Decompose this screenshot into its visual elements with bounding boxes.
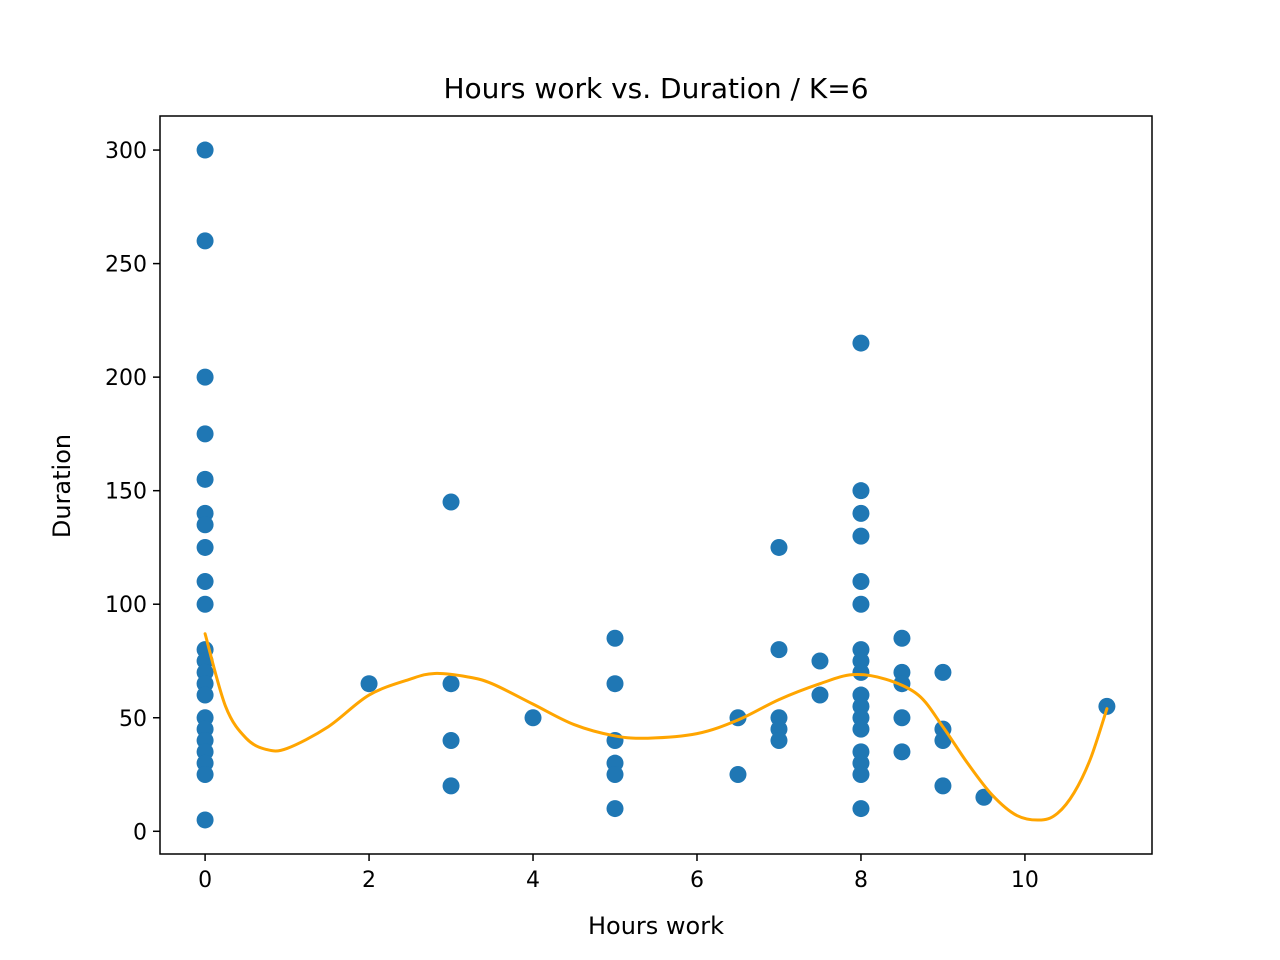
data-point xyxy=(893,629,911,647)
x-tick-label: 4 xyxy=(526,868,540,893)
data-point xyxy=(606,629,624,647)
y-axis-ticks: 0 50 100 150 200 250 300 xyxy=(105,139,160,845)
data-point xyxy=(606,675,624,693)
data-point xyxy=(852,720,870,738)
data-point xyxy=(770,731,788,749)
data-point xyxy=(196,538,214,556)
data-point xyxy=(770,538,788,556)
x-axis-label: Hours work xyxy=(588,912,724,940)
data-point xyxy=(934,731,952,749)
data-point xyxy=(770,641,788,659)
x-tick-label: 0 xyxy=(198,868,212,893)
data-point xyxy=(729,766,747,784)
data-point xyxy=(196,470,214,488)
data-point xyxy=(852,663,870,681)
data-point xyxy=(893,743,911,761)
data-point xyxy=(196,516,214,534)
x-tick-label: 2 xyxy=(362,868,376,893)
data-point xyxy=(934,663,952,681)
y-tick-label: 0 xyxy=(133,820,147,845)
y-tick-label: 300 xyxy=(105,139,147,164)
data-point xyxy=(811,686,829,704)
x-axis-ticks: 0 2 4 6 8 10 xyxy=(198,854,1039,893)
data-point xyxy=(196,232,214,250)
chart-title: Hours work vs. Duration / K=6 xyxy=(443,72,868,105)
data-point xyxy=(852,573,870,591)
data-point xyxy=(852,766,870,784)
data-point xyxy=(893,709,911,727)
data-point xyxy=(1098,697,1116,715)
plot-frame xyxy=(159,115,1153,855)
x-tick-label: 6 xyxy=(690,868,704,893)
data-point xyxy=(934,777,952,795)
data-point xyxy=(852,334,870,352)
data-point xyxy=(196,686,214,704)
data-point xyxy=(442,731,460,749)
data-point xyxy=(196,595,214,613)
data-point xyxy=(606,766,624,784)
data-point xyxy=(196,425,214,443)
data-point xyxy=(196,141,214,159)
data-point xyxy=(852,482,870,500)
y-tick-label: 150 xyxy=(105,480,147,505)
y-tick-label: 100 xyxy=(105,593,147,618)
data-point xyxy=(852,504,870,522)
data-point xyxy=(606,800,624,818)
data-point xyxy=(442,675,460,693)
data-point xyxy=(196,368,214,386)
x-tick-label: 10 xyxy=(1011,868,1039,893)
y-tick-label: 200 xyxy=(105,366,147,391)
data-point xyxy=(360,675,378,693)
data-point xyxy=(852,527,870,545)
y-tick-label: 250 xyxy=(105,253,147,278)
data-point xyxy=(442,493,460,511)
data-point xyxy=(524,709,542,727)
y-axis-label: Duration xyxy=(48,434,76,538)
data-point xyxy=(811,652,829,670)
data-point xyxy=(442,777,460,795)
fit-line xyxy=(203,632,1109,822)
fit-line-layer xyxy=(203,632,1109,822)
points-layer xyxy=(196,141,1116,829)
data-point xyxy=(852,800,870,818)
x-tick-label: 8 xyxy=(854,868,868,893)
y-tick-label: 50 xyxy=(119,707,147,732)
data-point xyxy=(852,595,870,613)
data-point xyxy=(196,573,214,591)
data-point xyxy=(196,766,214,784)
data-point xyxy=(975,788,993,806)
data-point xyxy=(196,811,214,829)
